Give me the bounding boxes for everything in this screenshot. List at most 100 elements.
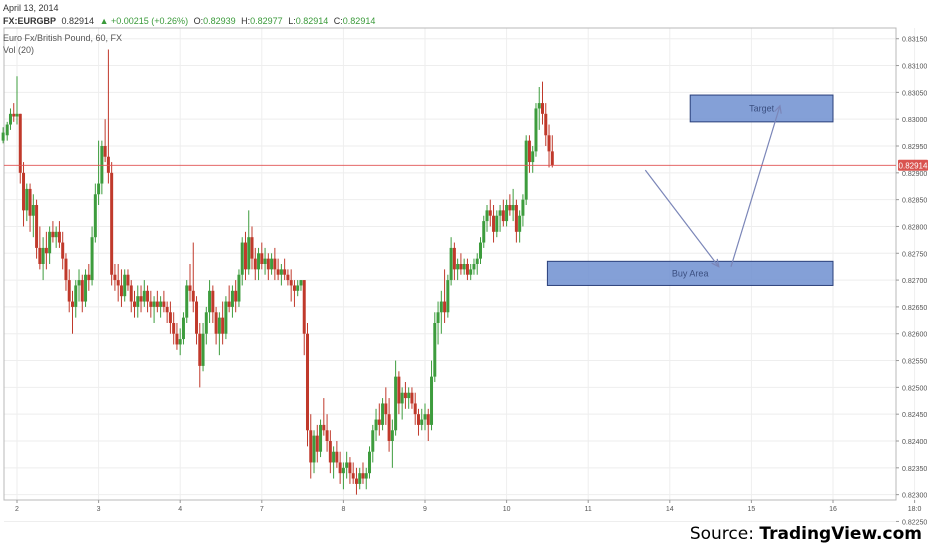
candle-up <box>524 140 528 200</box>
candle-down <box>168 312 172 323</box>
y-axis[interactable]: 0.83150 0.83100 0.83050 0.83000 0.82950 0.829… <box>896 37 927 527</box>
candle-down <box>377 419 381 425</box>
candle-up <box>478 242 482 259</box>
candle-down <box>354 478 358 484</box>
candle-down <box>397 376 401 404</box>
candle-down <box>61 242 65 259</box>
candle-down <box>492 215 496 232</box>
candle-up <box>407 392 411 399</box>
candle-down <box>175 333 179 345</box>
candle-up <box>15 113 19 117</box>
symbol[interactable]: FX:EURGBP <box>3 16 57 26</box>
candle-down <box>384 403 388 415</box>
open-label: O: <box>193 16 204 26</box>
header-date: April 13, 2014 <box>3 3 62 13</box>
x-tick-label: 15 <box>748 506 756 513</box>
candle-down <box>465 264 469 275</box>
candle-up <box>390 430 394 441</box>
x-tick-label: 2 <box>15 506 19 513</box>
candle-down <box>243 242 247 270</box>
candle-up <box>505 205 509 222</box>
candle-down <box>335 451 339 463</box>
x-axis[interactable]: 2 3 4 7 8 9 10 11 14 15 16 18:0 <box>15 500 922 513</box>
candle-down <box>12 113 16 117</box>
candle-up <box>537 103 541 109</box>
candle-up <box>54 231 58 238</box>
candle-down <box>149 301 153 307</box>
candle-down <box>322 424 326 431</box>
candle-up <box>224 301 228 334</box>
last-price-tag-label: 0.82914 <box>899 161 928 170</box>
trend-arrows[interactable] <box>644 104 782 268</box>
y-tick-label: 0.82750 <box>902 251 927 258</box>
candle-up <box>423 414 427 420</box>
x-tick-label: 10 <box>503 506 511 513</box>
target-label: Target <box>749 103 775 113</box>
last-price: 0.82914 <box>61 16 95 26</box>
candle-up <box>5 124 9 136</box>
candle-up <box>341 467 345 474</box>
candle-up <box>178 339 182 345</box>
y-tick-label: 0.82500 <box>902 385 927 392</box>
candle-down <box>44 247 48 254</box>
candle-up <box>279 269 283 275</box>
candle-up <box>240 242 244 275</box>
candle-down <box>260 253 264 264</box>
candle-down <box>129 285 133 302</box>
candle-down <box>221 317 225 334</box>
open-value: 0.82939 <box>203 16 236 26</box>
candle-up <box>152 301 156 307</box>
x-tick-label: 8 <box>341 506 345 513</box>
candle-up <box>420 419 424 425</box>
candle-up <box>433 323 437 377</box>
high-value: 0.82977 <box>250 16 283 26</box>
x-tick-label: 11 <box>585 506 592 513</box>
candle-down <box>541 103 545 114</box>
candle-up <box>8 113 12 125</box>
candle-up <box>462 264 466 270</box>
candle-up <box>185 285 189 318</box>
candle-up <box>381 403 385 425</box>
low-label: L: <box>288 16 296 26</box>
arrow-shaft[interactable] <box>644 169 720 268</box>
candle-up <box>364 473 368 479</box>
source-credit: Source: TradingView.com <box>690 524 922 544</box>
candle-down <box>126 274 130 286</box>
arrow-shaft[interactable] <box>730 105 781 267</box>
candle-down <box>133 301 137 307</box>
y-tick-label: 0.82600 <box>902 332 927 339</box>
candle-down <box>315 435 319 452</box>
candle-down <box>508 205 512 211</box>
candle-down <box>426 414 430 425</box>
candle-up <box>97 183 101 195</box>
buy-area-zone[interactable] <box>546 260 834 286</box>
candle-down <box>501 210 505 222</box>
close-label: C: <box>333 16 343 26</box>
candle-up <box>394 376 398 431</box>
candle-up <box>77 280 81 286</box>
candle-up <box>230 290 234 307</box>
target-zone[interactable] <box>689 94 834 123</box>
candle-down <box>139 296 143 302</box>
candle-down <box>488 210 492 216</box>
candle-down <box>273 258 277 270</box>
candle-down <box>172 323 176 334</box>
last-price-tag-bg <box>898 159 928 171</box>
candle-down <box>87 274 91 281</box>
candle-down <box>527 140 531 163</box>
candle-down <box>325 430 329 441</box>
source-prefix: Source: <box>689 524 760 544</box>
annotation-zones[interactable]: Target Buy Area <box>546 94 834 286</box>
candle-up <box>400 392 404 404</box>
candle-up <box>247 237 251 270</box>
candle-up <box>25 188 29 211</box>
candle-down <box>191 290 195 302</box>
candle-up <box>299 280 303 286</box>
candle-up <box>136 296 140 307</box>
candle-down <box>286 274 290 281</box>
plot-frame <box>3 27 897 501</box>
candle-down <box>309 430 313 463</box>
x-tick-label: 9 <box>423 506 427 513</box>
arrow-head <box>711 258 720 268</box>
